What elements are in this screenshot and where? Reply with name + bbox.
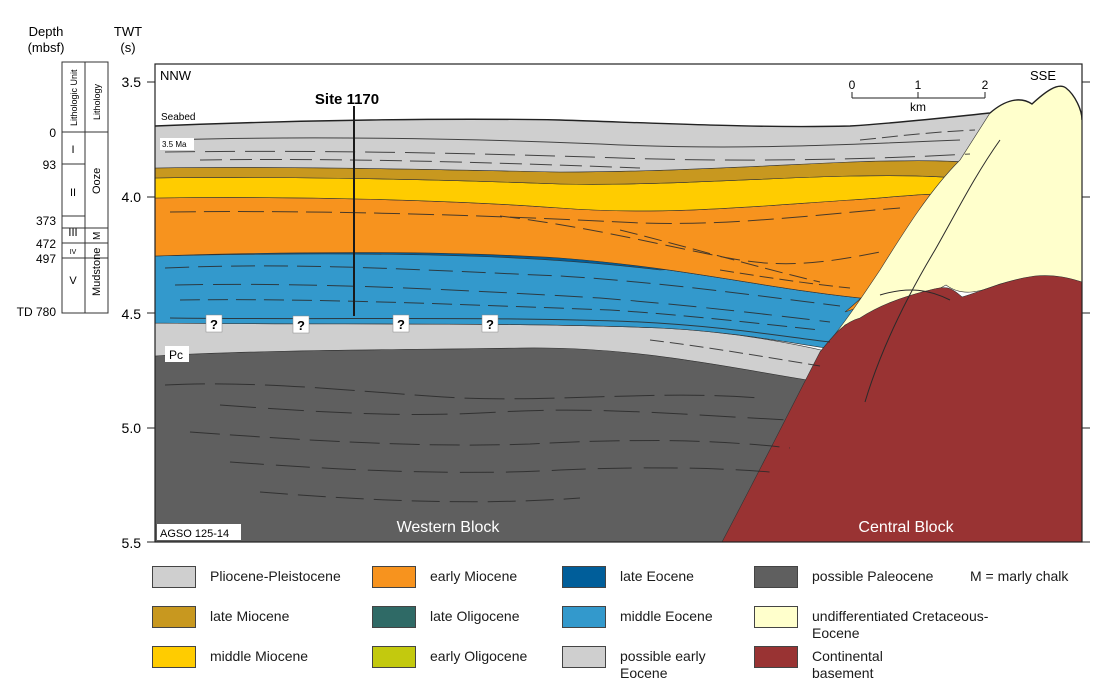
legend-label: early Oligocene (430, 648, 528, 664)
seabed-line (155, 85, 1082, 128)
credit-label: AGSO 125-14 (160, 528, 229, 540)
lithology-header: Lithology (92, 83, 102, 120)
marly-chalk-note: M = marly chalk (970, 568, 1069, 584)
legend-item-middle-eocene: middle Eocene (562, 602, 713, 632)
depth-title: Depth (29, 24, 64, 39)
legend-item-late-miocene: late Miocene (152, 602, 289, 632)
direction-nnw: NNW (160, 68, 192, 83)
credit-box (157, 524, 241, 540)
scale-unit: km (910, 100, 926, 114)
scale-bar: 0 1 2 km (849, 78, 989, 114)
axis-tick-label: 5.0 (122, 420, 142, 436)
legend-note: M = marly chalk (970, 562, 1068, 592)
frame-ticks (147, 81, 1090, 543)
lithologic-column: Depth (mbsf) Lithologic Unit Lithology 0… (17, 24, 109, 319)
legend-swatch (152, 606, 196, 628)
axis-title: TWT (114, 24, 142, 39)
legend-label: possible Paleocene (812, 568, 934, 584)
legend-item-possible-paleocene: possible Paleocene (754, 562, 933, 592)
depth-mark: 93 (43, 158, 57, 172)
legend-label: Continental basement (812, 648, 883, 681)
question-mark: ? (210, 317, 218, 332)
legend-label: late Miocene (210, 608, 290, 624)
legend-item-late-oligocene: late Oligocene (372, 602, 520, 632)
legend-label: undifferentiated Cretaceous-Eocene (812, 608, 989, 641)
depth-mark: 497 (36, 252, 56, 266)
question-mark: ? (297, 318, 305, 333)
age-label: 3.5 Ma (162, 140, 187, 149)
lithology-label: Mudstone (91, 248, 103, 296)
legend-label: early Miocene (430, 568, 518, 584)
lithology-label: Ooze (91, 168, 103, 194)
unit-label: IV (70, 249, 77, 256)
depth-mark: 373 (36, 214, 56, 228)
legend-label: possible early Eocene (620, 648, 706, 681)
legend-item-possible-early-eocene: possible early Eocene (562, 642, 730, 681)
question-markers: ? ? ? ? (205, 314, 499, 334)
scale-tick-label: 1 (915, 78, 922, 92)
legend-swatch (152, 646, 196, 668)
axis-tick-label: 4.0 (122, 189, 142, 205)
legend-swatch (754, 566, 798, 588)
layer-continental-basement (721, 275, 1082, 542)
direction-sse: SSE (1030, 68, 1056, 83)
legend-swatch (562, 606, 606, 628)
legend-item-middle-miocene: middle Miocene (152, 642, 308, 672)
legend-label: late Eocene (620, 568, 694, 584)
age-label-box (160, 138, 194, 150)
lithology-label: M (92, 232, 103, 240)
legend-swatch (754, 606, 798, 628)
question-mark: ? (486, 317, 494, 332)
unit-label: II (70, 187, 76, 199)
scale-tick-label: 0 (849, 78, 856, 92)
legend: Pliocene-Pleistocene late Miocene middle… (150, 562, 1100, 682)
legend-item-pliocene-pleistocene: Pliocene-Pleistocene (152, 562, 341, 592)
legend-label: late Oligocene (430, 608, 520, 624)
legend-label: Pliocene-Pleistocene (210, 568, 341, 584)
central-block-label: Central Block (858, 519, 954, 536)
unit-label: III (68, 227, 77, 239)
legend-swatch (562, 646, 606, 668)
axis-tick-label: 3.5 (122, 74, 142, 90)
legend-swatch (562, 566, 606, 588)
unit-label: I (71, 144, 74, 156)
legend-item-early-miocene: early Miocene (372, 562, 517, 592)
legend-swatch (152, 566, 196, 588)
legend-swatch (372, 646, 416, 668)
seabed-label: Seabed (161, 112, 195, 123)
legend-label: middle Miocene (210, 648, 309, 664)
legend-item-late-eocene: late Eocene (562, 562, 694, 592)
axis-tick-label: 4.5 (122, 306, 142, 322)
legend-swatch (372, 606, 416, 628)
depth-mark: 472 (36, 237, 56, 251)
site-label: Site 1170 (315, 91, 379, 108)
unit-label: V (69, 275, 77, 287)
unit-header: Lithologic Unit (69, 69, 79, 126)
legend-swatch (754, 646, 798, 668)
western-block-label: Western Block (397, 519, 501, 536)
pc-label: Pc (169, 348, 183, 362)
legend-item-early-oligocene: early Oligocene (372, 642, 527, 672)
depth-mark: TD 780 (17, 305, 57, 319)
twt-axis: TWT (s) 3.5 4.0 4.5 5.0 5.5 (114, 24, 142, 551)
legend-label: middle Eocene (620, 608, 713, 624)
legend-item-undifferentiated-cretaceous-eocene: undifferentiated Cretaceous-Eocene (754, 602, 1002, 641)
pc-label-box (165, 346, 189, 362)
legend-swatch (372, 566, 416, 588)
cross-section (155, 85, 1082, 542)
reflector-lines (159, 129, 976, 503)
axis-tick-label: 5.5 (122, 535, 142, 551)
axis-unit: (s) (120, 40, 135, 55)
question-mark: ? (397, 317, 405, 332)
depth-mark: 0 (49, 126, 56, 140)
depth-unit: (mbsf) (28, 40, 65, 55)
scale-tick-label: 2 (982, 78, 989, 92)
legend-item-continental-basement: Continental basement (754, 642, 932, 681)
section-frame (154, 63, 1083, 543)
basement-fault-lines (864, 139, 1001, 403)
